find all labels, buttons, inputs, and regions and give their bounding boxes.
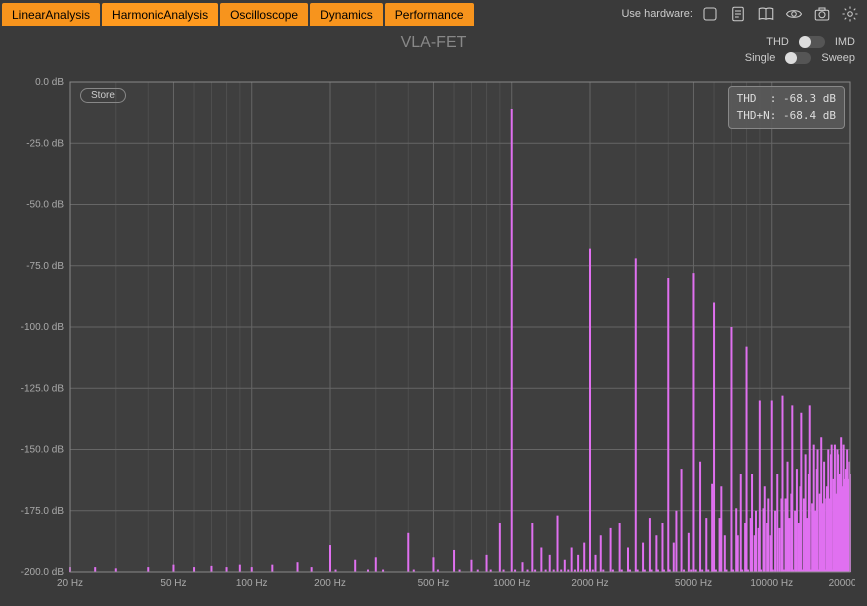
svg-text:-75.0 dB: -75.0 dB bbox=[26, 261, 64, 272]
svg-text:100 Hz: 100 Hz bbox=[236, 578, 268, 589]
svg-text:200 Hz: 200 Hz bbox=[314, 578, 346, 589]
tab-linearanalysis[interactable]: LinearAnalysis bbox=[2, 3, 100, 26]
svg-text:-175.0 dB: -175.0 dB bbox=[21, 506, 65, 517]
svg-text:-25.0 dB: -25.0 dB bbox=[26, 138, 64, 149]
svg-text:0.0 dB: 0.0 dB bbox=[35, 77, 64, 88]
spectrum-chart: 0.0 dB -25.0 dB -50.0 dB -75.0 dB -100.0 dB -… bbox=[12, 74, 855, 594]
imd-label: IMD bbox=[835, 36, 855, 48]
readout-box: THD : -68.3 dB THD+N: -68.4 dB bbox=[728, 86, 845, 129]
svg-text:2000 Hz: 2000 Hz bbox=[571, 578, 608, 589]
tab-oscilloscope[interactable]: Oscilloscope bbox=[220, 3, 308, 26]
svg-text:5000 Hz: 5000 Hz bbox=[675, 578, 712, 589]
chart-title: VLA-FET bbox=[0, 34, 867, 52]
svg-text:-200.0 dB: -200.0 dB bbox=[21, 567, 65, 578]
svg-text:50 Hz: 50 Hz bbox=[160, 578, 186, 589]
notes-icon[interactable] bbox=[727, 3, 749, 25]
svg-text:-100.0 dB: -100.0 dB bbox=[21, 322, 65, 333]
store-button[interactable]: Store bbox=[80, 88, 126, 103]
svg-text:1000 Hz: 1000 Hz bbox=[493, 578, 530, 589]
checkbox-icon[interactable] bbox=[699, 3, 721, 25]
tab-harmonicanalysis[interactable]: HarmonicAnalysis bbox=[102, 3, 218, 26]
topbar: LinearAnalysisHarmonicAnalysisOscillosco… bbox=[0, 0, 867, 28]
svg-text:-125.0 dB: -125.0 dB bbox=[21, 383, 65, 394]
eye-icon[interactable] bbox=[783, 3, 805, 25]
sweep-label: Sweep bbox=[821, 52, 855, 64]
tab-dynamics[interactable]: Dynamics bbox=[310, 3, 383, 26]
thd-imd-switch[interactable] bbox=[799, 36, 825, 48]
svg-text:20000 Hz: 20000 Hz bbox=[829, 578, 855, 589]
svg-text:500 Hz: 500 Hz bbox=[418, 578, 450, 589]
single-label: Single bbox=[745, 52, 776, 64]
thd-label: THD bbox=[766, 36, 789, 48]
mode-toggles: THD IMD Single Sweep bbox=[745, 36, 855, 68]
single-sweep-switch[interactable] bbox=[785, 52, 811, 64]
svg-text:-50.0 dB: -50.0 dB bbox=[26, 200, 64, 211]
camera-icon[interactable] bbox=[811, 3, 833, 25]
tab-performance[interactable]: Performance bbox=[385, 3, 474, 26]
svg-text:10000 Hz: 10000 Hz bbox=[750, 578, 793, 589]
svg-text:-150.0 dB: -150.0 dB bbox=[21, 445, 65, 456]
hardware-label: Use hardware: bbox=[621, 8, 693, 20]
gear-icon[interactable] bbox=[839, 3, 861, 25]
book-icon[interactable] bbox=[755, 3, 777, 25]
tabs: LinearAnalysisHarmonicAnalysisOscillosco… bbox=[0, 3, 474, 26]
hardware-controls: Use hardware: bbox=[621, 3, 867, 25]
svg-text:20 Hz: 20 Hz bbox=[57, 578, 83, 589]
chart-area: 0.0 dB -25.0 dB -50.0 dB -75.0 dB -100.0 dB -… bbox=[12, 74, 855, 594]
